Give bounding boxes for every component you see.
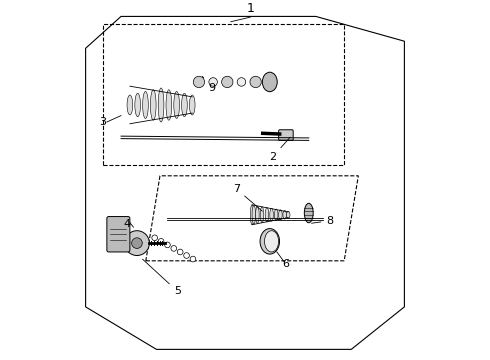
Circle shape bbox=[158, 239, 164, 244]
Ellipse shape bbox=[138, 239, 142, 247]
Ellipse shape bbox=[256, 206, 259, 223]
Ellipse shape bbox=[182, 93, 187, 117]
Ellipse shape bbox=[193, 76, 205, 87]
Text: 1: 1 bbox=[246, 2, 254, 15]
Circle shape bbox=[171, 246, 176, 251]
Ellipse shape bbox=[265, 208, 269, 222]
Ellipse shape bbox=[150, 90, 156, 120]
Circle shape bbox=[177, 249, 183, 255]
Ellipse shape bbox=[132, 242, 138, 247]
Ellipse shape bbox=[221, 76, 233, 87]
Ellipse shape bbox=[136, 242, 142, 247]
FancyBboxPatch shape bbox=[107, 217, 130, 252]
Text: 8: 8 bbox=[312, 216, 334, 226]
Circle shape bbox=[184, 253, 190, 258]
Ellipse shape bbox=[252, 206, 256, 224]
Ellipse shape bbox=[250, 76, 261, 87]
Text: 7: 7 bbox=[233, 184, 262, 211]
Text: 5: 5 bbox=[143, 259, 181, 297]
Ellipse shape bbox=[133, 239, 141, 243]
Ellipse shape bbox=[209, 78, 218, 86]
Text: 3: 3 bbox=[99, 117, 106, 127]
FancyBboxPatch shape bbox=[279, 130, 293, 140]
Ellipse shape bbox=[237, 78, 245, 86]
Ellipse shape bbox=[124, 231, 149, 256]
Text: 6: 6 bbox=[282, 259, 289, 269]
Ellipse shape bbox=[174, 91, 179, 118]
Text: 4: 4 bbox=[124, 219, 131, 229]
Circle shape bbox=[152, 235, 157, 240]
Ellipse shape bbox=[132, 239, 138, 245]
Ellipse shape bbox=[190, 95, 195, 115]
Circle shape bbox=[165, 242, 170, 248]
Ellipse shape bbox=[158, 88, 164, 122]
Ellipse shape bbox=[250, 205, 254, 225]
Ellipse shape bbox=[143, 91, 148, 118]
Ellipse shape bbox=[304, 203, 313, 223]
Ellipse shape bbox=[262, 72, 277, 92]
Ellipse shape bbox=[283, 211, 287, 219]
Ellipse shape bbox=[274, 209, 278, 220]
Text: 9: 9 bbox=[202, 76, 215, 93]
Ellipse shape bbox=[166, 90, 172, 120]
Ellipse shape bbox=[279, 210, 282, 220]
Text: 2: 2 bbox=[269, 137, 290, 162]
Ellipse shape bbox=[260, 207, 264, 222]
Ellipse shape bbox=[136, 239, 142, 245]
Ellipse shape bbox=[132, 238, 142, 248]
Circle shape bbox=[190, 256, 196, 262]
Ellipse shape bbox=[127, 95, 133, 115]
Ellipse shape bbox=[270, 208, 273, 221]
Ellipse shape bbox=[132, 239, 136, 247]
Ellipse shape bbox=[133, 243, 141, 247]
Ellipse shape bbox=[287, 211, 290, 218]
Ellipse shape bbox=[265, 231, 279, 252]
Ellipse shape bbox=[135, 93, 141, 117]
Ellipse shape bbox=[260, 229, 279, 254]
